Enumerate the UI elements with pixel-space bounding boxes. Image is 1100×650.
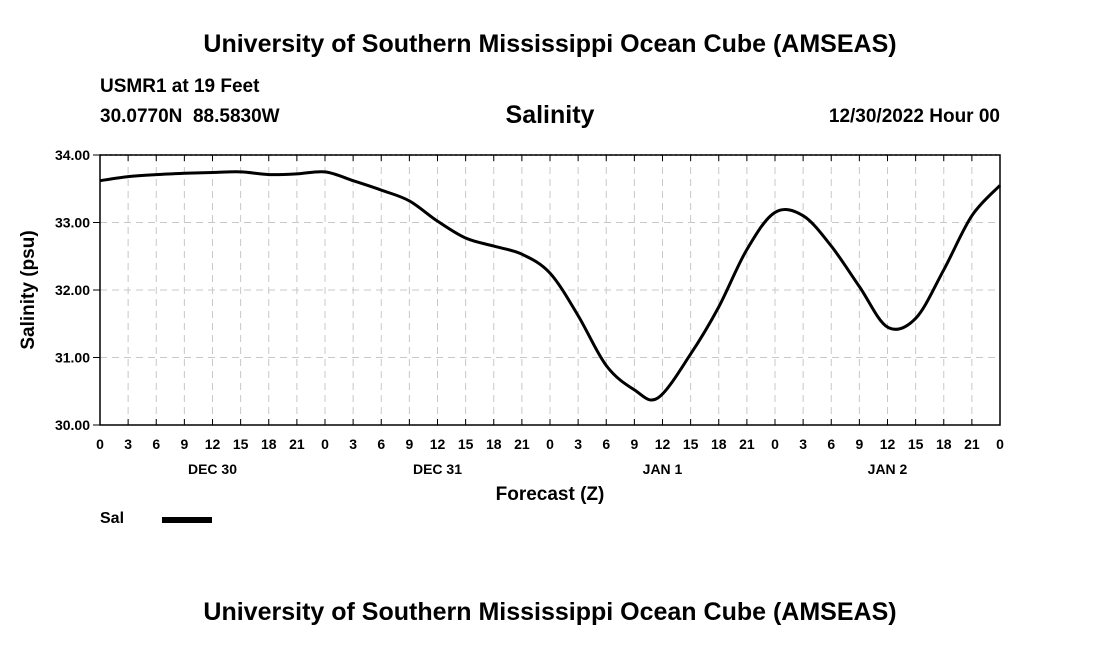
x-tick-label: 12 bbox=[880, 436, 896, 452]
x-tick-label: 15 bbox=[683, 436, 699, 452]
day-label: DEC 31 bbox=[413, 461, 462, 477]
y-tick-label: 33.00 bbox=[55, 215, 90, 231]
salinity-series-line bbox=[99, 170, 1002, 402]
day-label: DEC 30 bbox=[188, 461, 237, 477]
chart-subtitle: Salinity bbox=[505, 101, 595, 129]
x-tick-label: 0 bbox=[771, 436, 779, 452]
x-tick-label: 18 bbox=[261, 436, 277, 452]
x-tick-label: 21 bbox=[964, 436, 980, 452]
x-tick-label: 18 bbox=[486, 436, 502, 452]
series-layer bbox=[99, 170, 1002, 402]
x-tick-label: 18 bbox=[711, 436, 727, 452]
y-tick-label: 31.00 bbox=[55, 350, 90, 366]
axis-ticks: 0 3 6 9 12 15 18 21 0 3 6 9 12 15 18 21 0 3 6 9 12 15 18 21 0 3 6 9… bbox=[55, 147, 1004, 477]
x-tick-label: 21 bbox=[289, 436, 305, 452]
x-tick-label: 15 bbox=[458, 436, 474, 452]
footer-title: University of Southern Mississippi Ocean… bbox=[203, 598, 897, 626]
x-tick-label: 0 bbox=[321, 436, 329, 452]
x-tick-label: 6 bbox=[602, 436, 610, 452]
x-tick-label: 3 bbox=[124, 436, 132, 452]
x-tick-label: 0 bbox=[996, 436, 1004, 452]
x-tick-label: 15 bbox=[908, 436, 924, 452]
x-tick-label: 9 bbox=[855, 436, 863, 452]
x-tick-label: 6 bbox=[152, 436, 160, 452]
x-tick-label: 12 bbox=[430, 436, 446, 452]
x-tick-label: 9 bbox=[405, 436, 413, 452]
y-axis-title: Salinity (psu) bbox=[18, 230, 39, 349]
x-tick-label: 6 bbox=[377, 436, 385, 452]
x-tick-label: 3 bbox=[574, 436, 582, 452]
y-tick-label: 34.00 bbox=[55, 147, 90, 163]
x-axis-title: Forecast (Z) bbox=[496, 484, 605, 505]
coordinates-label: 30.0770N 88.5830W bbox=[100, 106, 280, 127]
x-tick-label: 12 bbox=[655, 436, 671, 452]
forecast-datetime: 12/30/2022 Hour 00 bbox=[828, 106, 1000, 127]
x-tick-label: 21 bbox=[514, 436, 530, 452]
chart-main-title: University of Southern Mississippi Ocean… bbox=[203, 30, 897, 58]
x-tick-label: 9 bbox=[630, 436, 638, 452]
x-tick-label: 18 bbox=[936, 436, 952, 452]
legend-label: Sal bbox=[100, 510, 125, 527]
x-tick-label: 15 bbox=[233, 436, 249, 452]
grid-lines bbox=[100, 154, 1000, 425]
x-tick-label: 3 bbox=[799, 436, 807, 452]
x-tick-label: 9 bbox=[180, 436, 188, 452]
x-tick-label: 12 bbox=[205, 436, 221, 452]
y-tick-label: 32.00 bbox=[55, 282, 90, 298]
x-tick-label: 3 bbox=[349, 436, 357, 452]
y-tick-label: 30.00 bbox=[55, 417, 90, 433]
station-label: USMR1 at 19 Feet bbox=[100, 76, 260, 97]
day-label: JAN 1 bbox=[643, 461, 683, 477]
x-tick-label: 0 bbox=[546, 436, 554, 452]
day-label: JAN 2 bbox=[868, 461, 908, 477]
x-tick-label: 0 bbox=[96, 436, 104, 452]
x-tick-label: 21 bbox=[739, 436, 755, 452]
legend-line-swatch bbox=[162, 517, 212, 523]
x-tick-label: 6 bbox=[827, 436, 835, 452]
